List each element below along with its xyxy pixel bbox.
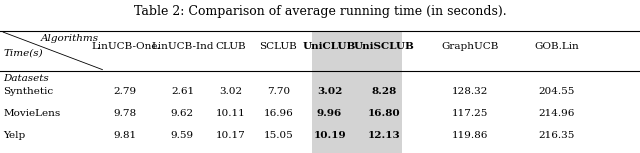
- Text: 8.28: 8.28: [371, 87, 397, 95]
- Text: 119.86: 119.86: [452, 131, 488, 140]
- Text: 16.80: 16.80: [368, 109, 400, 118]
- Text: 2.61: 2.61: [171, 87, 194, 95]
- Text: 9.59: 9.59: [171, 131, 194, 140]
- Bar: [312, 31, 402, 153]
- Text: Yelp: Yelp: [3, 131, 26, 140]
- Text: MovieLens: MovieLens: [3, 109, 60, 118]
- Text: 10.11: 10.11: [216, 109, 245, 118]
- Text: 15.05: 15.05: [264, 131, 293, 140]
- Text: 10.19: 10.19: [314, 131, 346, 140]
- Text: GOB.Lin: GOB.Lin: [534, 42, 579, 51]
- Text: 9.96: 9.96: [317, 109, 342, 118]
- Text: 216.35: 216.35: [539, 131, 575, 140]
- Text: 9.81: 9.81: [113, 131, 136, 140]
- Text: Time(s): Time(s): [3, 48, 43, 57]
- Text: 204.55: 204.55: [539, 87, 575, 95]
- Text: Synthetic: Synthetic: [3, 87, 53, 95]
- Text: 7.70: 7.70: [267, 87, 290, 95]
- Text: UniSCLUB: UniSCLUB: [353, 42, 415, 51]
- Text: 2.79: 2.79: [113, 87, 136, 95]
- Text: GraphUCB: GraphUCB: [442, 42, 499, 51]
- Text: Datasets: Datasets: [3, 74, 49, 83]
- Text: LinUCB-One: LinUCB-One: [92, 42, 158, 51]
- Text: UniCLUB: UniCLUB: [303, 42, 356, 51]
- Text: 128.32: 128.32: [452, 87, 488, 95]
- Text: SCLUB: SCLUB: [260, 42, 297, 51]
- Text: Table 2: Comparison of average running time (in seconds).: Table 2: Comparison of average running t…: [134, 5, 506, 18]
- Text: 10.17: 10.17: [216, 131, 245, 140]
- Text: CLUB: CLUB: [215, 42, 246, 51]
- Text: LinUCB-Ind: LinUCB-Ind: [151, 42, 214, 51]
- Text: 214.96: 214.96: [539, 109, 575, 118]
- Text: 9.78: 9.78: [113, 109, 136, 118]
- Text: 16.96: 16.96: [264, 109, 293, 118]
- Text: 3.02: 3.02: [219, 87, 242, 95]
- Text: Algorithms: Algorithms: [41, 34, 99, 43]
- Text: 9.62: 9.62: [171, 109, 194, 118]
- Text: 117.25: 117.25: [452, 109, 488, 118]
- Text: 3.02: 3.02: [317, 87, 342, 95]
- Text: 12.13: 12.13: [368, 131, 400, 140]
